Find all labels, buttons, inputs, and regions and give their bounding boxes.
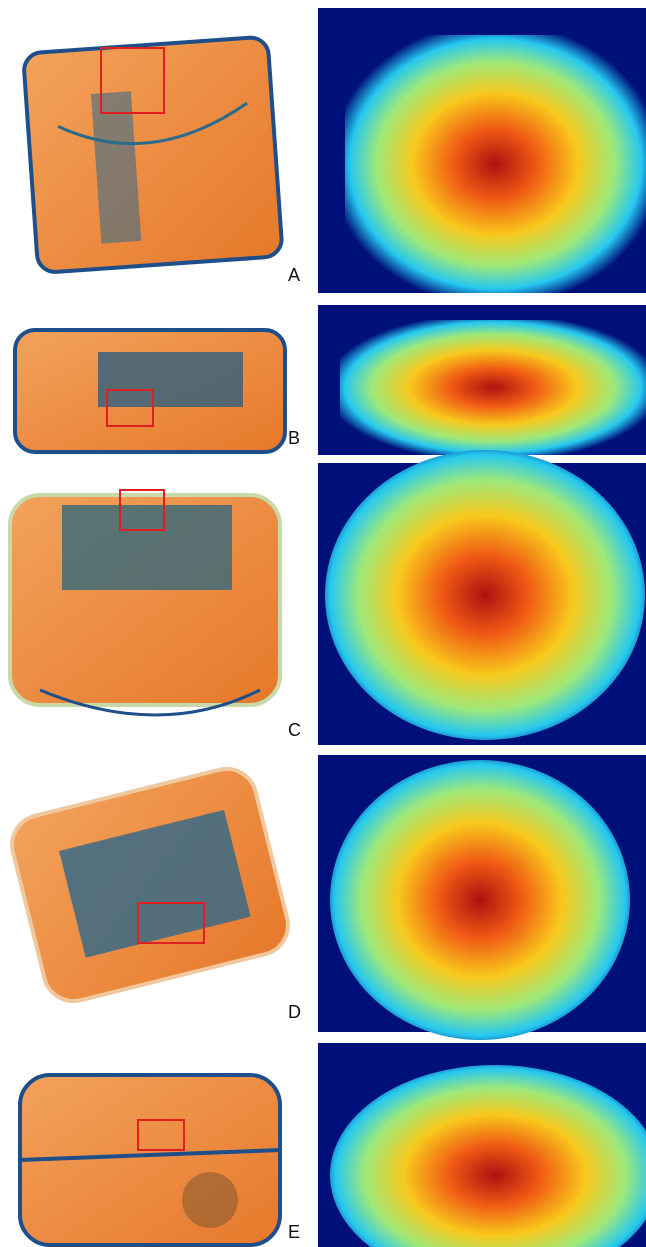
panel-label: A	[288, 265, 300, 285]
panel-label: C	[288, 720, 301, 740]
heatmap-activation	[330, 760, 630, 1040]
panel-c: C	[10, 450, 646, 745]
panel-label: D	[288, 1002, 301, 1022]
xray-image	[20, 1075, 280, 1245]
heatmap-activation	[345, 35, 646, 293]
heatmap-activation	[325, 450, 645, 740]
xray-image	[10, 495, 280, 715]
figure: A B C D E	[0, 0, 646, 1247]
xray-image	[23, 37, 283, 274]
panel-a: A	[23, 8, 646, 293]
xray-image	[6, 763, 295, 1008]
heatmap-activation	[340, 320, 646, 455]
panel-label: E	[288, 1222, 300, 1242]
panel-d: D	[6, 755, 646, 1040]
panel-label: B	[288, 428, 300, 448]
panel-e: E	[20, 1043, 646, 1247]
panel-b: B	[15, 305, 646, 455]
